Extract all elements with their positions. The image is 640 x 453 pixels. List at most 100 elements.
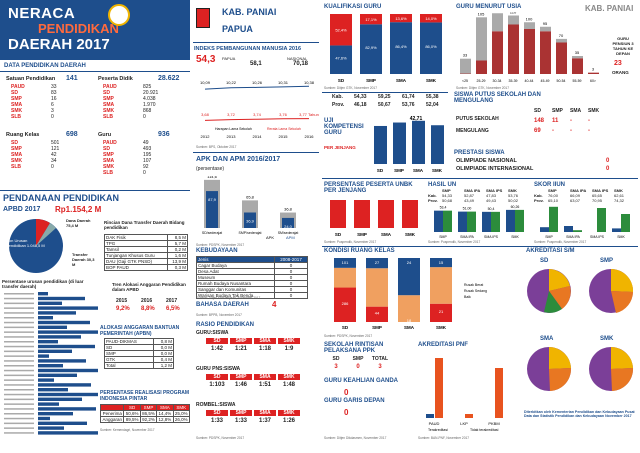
pnf-category: PAUD — [429, 421, 440, 426]
urusan-label-line — [4, 345, 34, 348]
rasio-head: SD — [206, 410, 228, 416]
unbk-category: SMK — [405, 232, 416, 237]
ritisan-head: SMP — [352, 356, 364, 362]
kualifikasi-a-label: 82,9% — [365, 45, 377, 50]
bahasa-source: Sumber: BPPB, November 2017 — [196, 313, 242, 317]
apm-value-label: 36,9 — [246, 219, 255, 224]
hasilun-bar-2017 — [515, 209, 524, 232]
kondisi-segment — [398, 295, 420, 322]
rasio-group-label: ROMBEL:SISWA — [196, 402, 236, 408]
ukg-prov-value: 46,18 — [354, 102, 367, 108]
urusan-bar — [38, 292, 48, 296]
urusan-bar — [38, 416, 50, 421]
skor-head: SMP — [548, 188, 557, 193]
skor-kab-value: 66,09 — [570, 193, 581, 198]
rasio-value: 1:37 — [258, 418, 271, 424]
skor-bar-2016 — [564, 226, 573, 232]
putus-title: SISWA PUTUS SEKOLAH DAN MENGULANG — [454, 92, 541, 104]
aloc-row: Total 1,2 M — [104, 362, 175, 369]
usia-title: GURU MENURUT USIA — [456, 4, 522, 10]
title-line2: PENDIDIKAN — [38, 21, 119, 36]
putus-value: 11 — [552, 118, 559, 124]
skor-category: SMA IPS — [590, 235, 605, 239]
usia-value-label: 3 — [592, 67, 595, 72]
usia-pns-bar — [476, 60, 487, 74]
ukg-prov-value: 50,67 — [378, 102, 391, 108]
urusan-bar — [38, 344, 95, 349]
usia-category: 30-34 — [493, 79, 502, 83]
guru-item-label: PAUD — [103, 140, 117, 146]
urusan-bar — [38, 354, 49, 358]
satuan-item-value: 83 — [51, 90, 57, 96]
guru-item-label: SMP — [103, 152, 114, 158]
kualifikasi-bar-a — [360, 24, 382, 74]
regency-crest-icon — [196, 8, 210, 28]
urusan-bar — [38, 383, 91, 387]
urusan-label-line — [4, 350, 34, 353]
ruang-item-label: SLB — [11, 164, 21, 170]
urusan-bar — [38, 335, 81, 339]
ritisan-head: SD — [332, 356, 340, 362]
kondisi-category: SMP — [372, 325, 382, 330]
urusan-label-line — [4, 365, 34, 367]
hasilun-bar-label: 50,4 — [488, 207, 495, 211]
pie-dana — [36, 219, 50, 246]
pip-title: PERSENTASE REALISASI PROGRAM INDONESIA P… — [100, 390, 190, 402]
kualifikasi-category: SD — [338, 78, 345, 83]
rasio-head: SMA — [254, 374, 276, 380]
guru-item-label: SMK — [103, 164, 115, 170]
hasilun-kab-label: Kab. — [428, 193, 437, 198]
urusan-label-line — [4, 408, 34, 410]
kebudayaan-source: Sumber: Ditjen Kebudayaan, November 2017 — [196, 296, 261, 300]
ipm-hls-line — [204, 85, 310, 90]
kondisi-segment — [430, 267, 452, 304]
prestasi-item-label: OLIMPIADE INTERNASIONAL — [456, 166, 534, 172]
guru-item-value: 107 — [143, 158, 152, 164]
pendanaan-source: Sumber: Kemendagri, November 2017 — [100, 428, 155, 432]
akred-sma-label: SMA — [540, 336, 554, 342]
akred-sma-pie — [527, 347, 572, 391]
urusan-bar — [38, 340, 58, 344]
urusan-label-line — [4, 331, 34, 333]
ipm-title: INDEKS PEMBANGUNAN MANUSIA 2016 — [194, 46, 302, 52]
usia-bukan-bar — [460, 58, 471, 74]
apbd-label: APBD 2017 — [3, 206, 41, 213]
unbk-category: SMA — [381, 232, 392, 237]
rasio-head: SD — [206, 338, 228, 344]
tren-value: 6,5% — [166, 306, 180, 312]
peserta-item-label: SMA — [103, 102, 115, 108]
ipm-year: 2013 — [227, 134, 237, 139]
pnf-source: Sumber: BAN-PNF, November 2017 — [418, 436, 470, 440]
ipm-hls-label: 10,09 — [200, 80, 211, 85]
urusan-bar — [38, 316, 53, 320]
peserta-item-label: PAUD — [103, 84, 117, 90]
putus-value: - — [588, 118, 590, 124]
mengulang-value: 69 — [534, 128, 541, 134]
urusan-bar — [38, 330, 98, 334]
skor-bar-2017 — [573, 230, 582, 232]
putus-head: SMA — [570, 108, 582, 114]
akreditasi-title: AKREDITASI S/M — [526, 248, 575, 254]
rasio-source: Sumber: PDSPK, November 2017 — [196, 436, 245, 440]
ipm-year: 2014 — [253, 134, 263, 139]
kondisi-segment — [430, 303, 452, 322]
ipm-legend-1: Harapan Lama Sekolah — [215, 127, 252, 131]
putus-value: 148 — [534, 118, 545, 124]
urusan-bar — [38, 359, 86, 363]
pensiun-value: 23 — [614, 60, 622, 67]
pnf-legend-1: Terakreditasi — [428, 428, 448, 432]
usia-bukan-bar — [524, 22, 535, 29]
guru-label: Guru — [98, 132, 112, 138]
peserta-item-label: SLB — [103, 114, 113, 120]
kondisi-baik-label: 15 — [439, 260, 444, 265]
urusan-label-line — [4, 374, 34, 377]
urusan-bar — [38, 426, 64, 430]
rasio-value: 1:51 — [258, 382, 271, 388]
kualifikasi-bar-b — [360, 14, 382, 25]
urusan-label-line — [4, 293, 34, 295]
urusan-label-line — [4, 369, 34, 372]
urusan-label-line — [4, 302, 34, 305]
ritisan-table: SD 3 SMP 0 TOTAL 3 — [326, 356, 416, 374]
usia-bukan-bar — [540, 26, 551, 32]
